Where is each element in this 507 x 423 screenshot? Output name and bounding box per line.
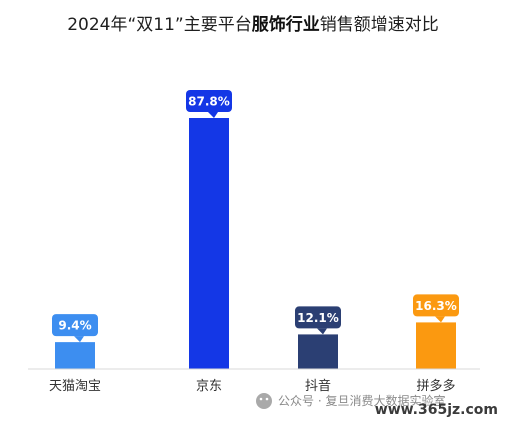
value-callout-pointer-3: [317, 328, 327, 335]
bar-2: [189, 118, 229, 369]
value-callout-pointer-4: [435, 316, 445, 323]
bar-1: [55, 342, 95, 369]
value-label-3: 12.1%: [297, 311, 339, 325]
watermark: 公众号 · 复旦消费大数据实验室 www.365jz.com: [256, 393, 498, 418]
wechat-icon: [256, 393, 272, 409]
value-callout-pointer-2: [208, 112, 218, 118]
value-callout-4: [413, 294, 459, 317]
value-callout-3: [295, 306, 341, 329]
bars-group: [55, 118, 456, 369]
bar-3: [298, 334, 338, 369]
value-label-4: 16.3%: [415, 299, 457, 313]
title-part-3: 销售额增速对比: [320, 15, 439, 35]
value-callout-pointer-1: [74, 336, 84, 343]
watermark-site: www.365jz.com: [375, 402, 498, 418]
value-callout-1: [52, 314, 98, 337]
value-label-2: 87.8%: [188, 95, 230, 109]
category-label-2: 京东: [196, 379, 222, 394]
value-label-1: 9.4%: [58, 319, 91, 333]
category-label-1: 天猫淘宝: [49, 379, 101, 394]
category-label-4: 拼多多: [416, 378, 455, 394]
bar-4: [416, 322, 456, 369]
chart-title: 2024年“双11”主要平台服饰行业销售额增速对比: [67, 14, 439, 35]
category-label-3: 抖音: [305, 378, 331, 394]
watermark-text: 公众号 · 复旦消费大数据实验室: [278, 393, 445, 408]
labels-group: 9.4% 天猫淘宝 87.8% 京东 12.1% 抖音 16.3% 拼多多: [49, 90, 459, 394]
title-part-1: 2024年“双11”主要平台: [67, 15, 252, 35]
value-callout-2: [186, 90, 232, 112]
title-part-2: 服饰行业: [252, 14, 320, 35]
